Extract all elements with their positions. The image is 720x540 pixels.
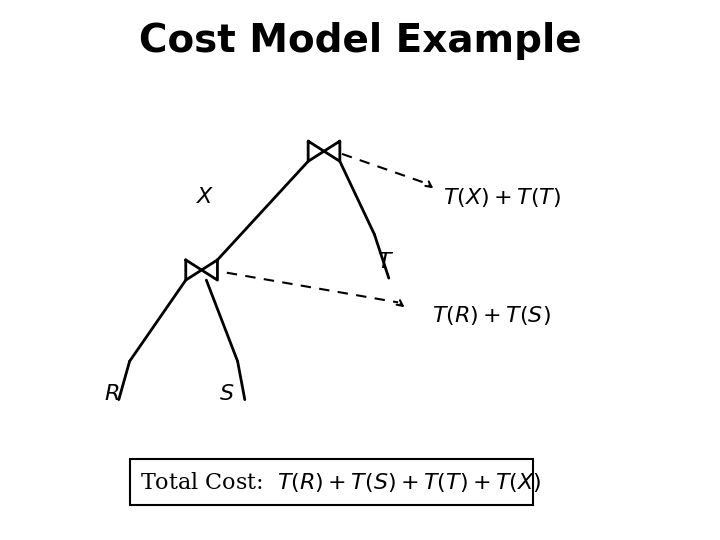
- Text: $T(R) + T(S)$: $T(R) + T(S)$: [432, 305, 551, 327]
- Text: $T(X) + T(T)$: $T(X) + T(T)$: [443, 186, 561, 208]
- Text: $S$: $S$: [219, 383, 235, 405]
- Text: $R$: $R$: [104, 383, 120, 405]
- Text: $T$: $T$: [377, 251, 394, 273]
- Text: $X$: $X$: [196, 186, 215, 208]
- FancyBboxPatch shape: [130, 459, 533, 505]
- Text: Total Cost:  $T(R) + T(S) + T(T) + T(X)$: Total Cost: $T(R) + T(S) + T(T) + T(X)$: [140, 470, 541, 494]
- Text: Cost Model Example: Cost Model Example: [139, 22, 581, 59]
